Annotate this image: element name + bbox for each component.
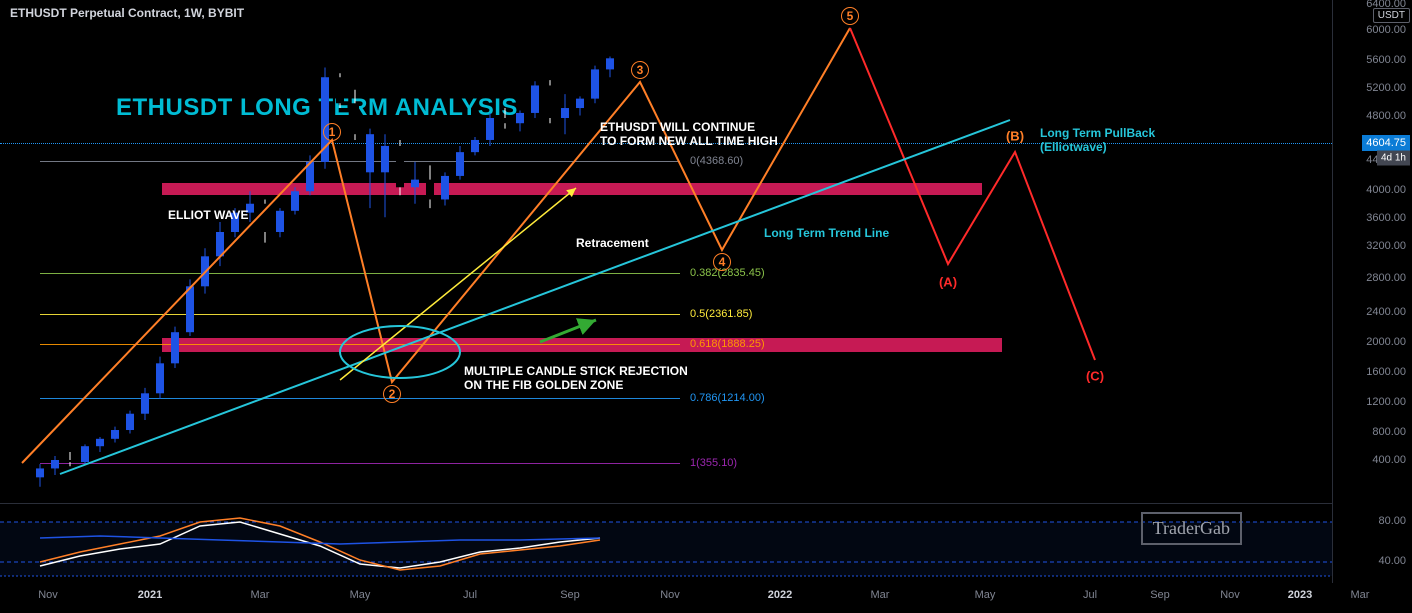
rsi-tick: 40.00 — [1378, 555, 1406, 567]
time-tick: 2021 — [138, 589, 162, 601]
price-tick: 2800.00 — [1366, 272, 1406, 284]
annot-trendline: Long Term Trend Line — [764, 226, 889, 240]
price-tick: 5200.00 — [1366, 82, 1406, 94]
time-tick: Nov — [38, 589, 58, 601]
time-tick: 2022 — [768, 589, 792, 601]
annot-rejection: MULTIPLE CANDLE STICK REJECTION ON THE F… — [464, 364, 688, 392]
abc-c: (C) — [1086, 369, 1104, 384]
price-tick: 1200.00 — [1366, 396, 1406, 408]
rsi-tick: 80.00 — [1378, 515, 1406, 527]
price-tick: 3600.00 — [1366, 212, 1406, 224]
rsi-svg — [0, 504, 1332, 584]
annot-continue-ath: ETHUSDT WILL CONTINUE TO FORM NEW ALL TI… — [600, 120, 778, 148]
price-tick: 2400.00 — [1366, 306, 1406, 318]
annot-pullback: Long Term PullBack (Elliotwave) — [1040, 126, 1155, 154]
current-price-badge: 4604.75 — [1362, 135, 1410, 151]
main-price-chart[interactable]: ETHUSDT Perpetual Contract, 1W, BYBIT ET… — [0, 0, 1332, 503]
price-tick: 3200.00 — [1366, 240, 1406, 252]
time-tick: Nov — [1220, 589, 1240, 601]
price-axis[interactable]: USDT 6400.00 6000.00 5600.00 5200.00 4800.00… — [1332, 0, 1412, 503]
elliott-wave-2: 2 — [383, 385, 401, 403]
time-tick: May — [975, 589, 996, 601]
price-tick: 6000.00 — [1366, 24, 1406, 36]
currency-badge: USDT — [1373, 8, 1410, 23]
price-tick: 4000.00 — [1366, 184, 1406, 196]
time-tick: Sep — [1150, 589, 1170, 601]
time-tick: Mar — [251, 589, 270, 601]
time-tick: Mar — [871, 589, 890, 601]
annot-retracement: Retracement — [576, 236, 649, 250]
elliott-wave-3: 3 — [631, 61, 649, 79]
elliott-wave-1: 1 — [323, 123, 341, 141]
elliott-wave-4: 4 — [713, 253, 731, 271]
abc-b: (B) — [1006, 129, 1024, 144]
watermark: TraderGab — [1141, 512, 1242, 545]
countdown-badge: 4d 1h — [1377, 151, 1410, 166]
abc-a: (A) — [939, 275, 957, 290]
price-tick: 2000.00 — [1366, 336, 1406, 348]
rsi-axis[interactable]: 80.00 40.00 — [1332, 503, 1412, 583]
price-tick: 5600.00 — [1366, 54, 1406, 66]
elliott-wave-5: 5 — [841, 7, 859, 25]
time-tick: Jul — [463, 589, 477, 601]
time-tick: May — [350, 589, 371, 601]
rsi-panel[interactable]: TraderGab — [0, 503, 1332, 583]
price-tick: 4800.00 — [1366, 110, 1406, 122]
price-tick: 1600.00 — [1366, 366, 1406, 378]
price-tick: 400.00 — [1372, 454, 1406, 466]
time-tick: 2023 — [1288, 589, 1312, 601]
time-tick: Sep — [560, 589, 580, 601]
time-axis[interactable]: Nov 2021 Mar May Jul Sep Nov 2022 Mar May Jul Sep No… — [0, 583, 1332, 613]
time-tick: Jul — [1083, 589, 1097, 601]
price-tick: 800.00 — [1372, 426, 1406, 438]
time-tick: Mar — [1351, 589, 1370, 601]
annot-elliot-wave: ELLIOT WAVE — [168, 208, 248, 222]
chart-svg — [0, 0, 1332, 503]
time-tick: Nov — [660, 589, 680, 601]
price-tick: 6400.00 — [1366, 0, 1406, 10]
